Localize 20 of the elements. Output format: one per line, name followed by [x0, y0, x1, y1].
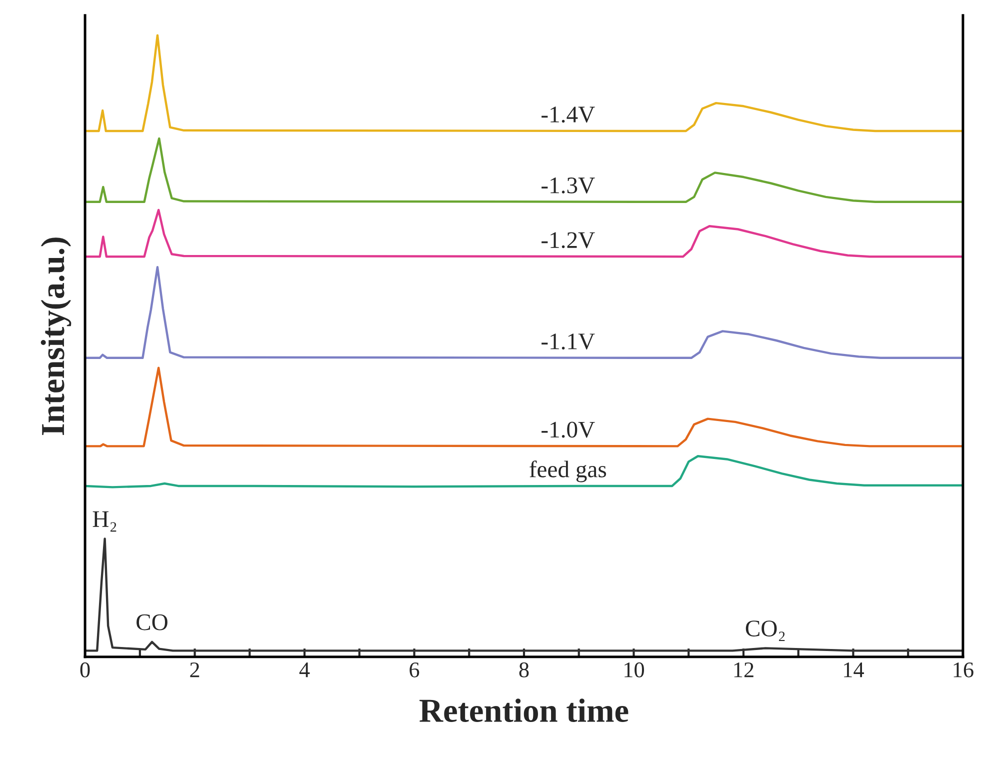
series-label: -1.4V [542, 106, 595, 123]
annotation: H₂ [92, 511, 116, 532]
x-tick-label: 8 [519, 662, 529, 678]
y-axis-title: Intensity(a.u.) [40, 238, 72, 436]
x-tick-label: 2 [190, 662, 200, 678]
series-label: -1.1V [542, 334, 595, 350]
series-label: -1.0V [542, 422, 595, 438]
x-tick-label: 6 [410, 662, 420, 678]
x-tick-label: 16 [954, 662, 974, 678]
x-tick-label: 12 [734, 662, 754, 678]
series-label: -1.3V [542, 178, 595, 194]
x-tick-label: 0 [80, 662, 90, 678]
series-label: feed gas [530, 460, 606, 482]
x-tick-label: 4 [299, 662, 310, 678]
annotation: CO₂ [746, 620, 785, 642]
x-tick-label: 10 [624, 662, 644, 678]
series-label: -1.2V [542, 232, 595, 248]
x-tick-label: 14 [844, 662, 864, 678]
annotation: CO [136, 614, 168, 630]
x-axis-title: Retention time [420, 698, 628, 722]
